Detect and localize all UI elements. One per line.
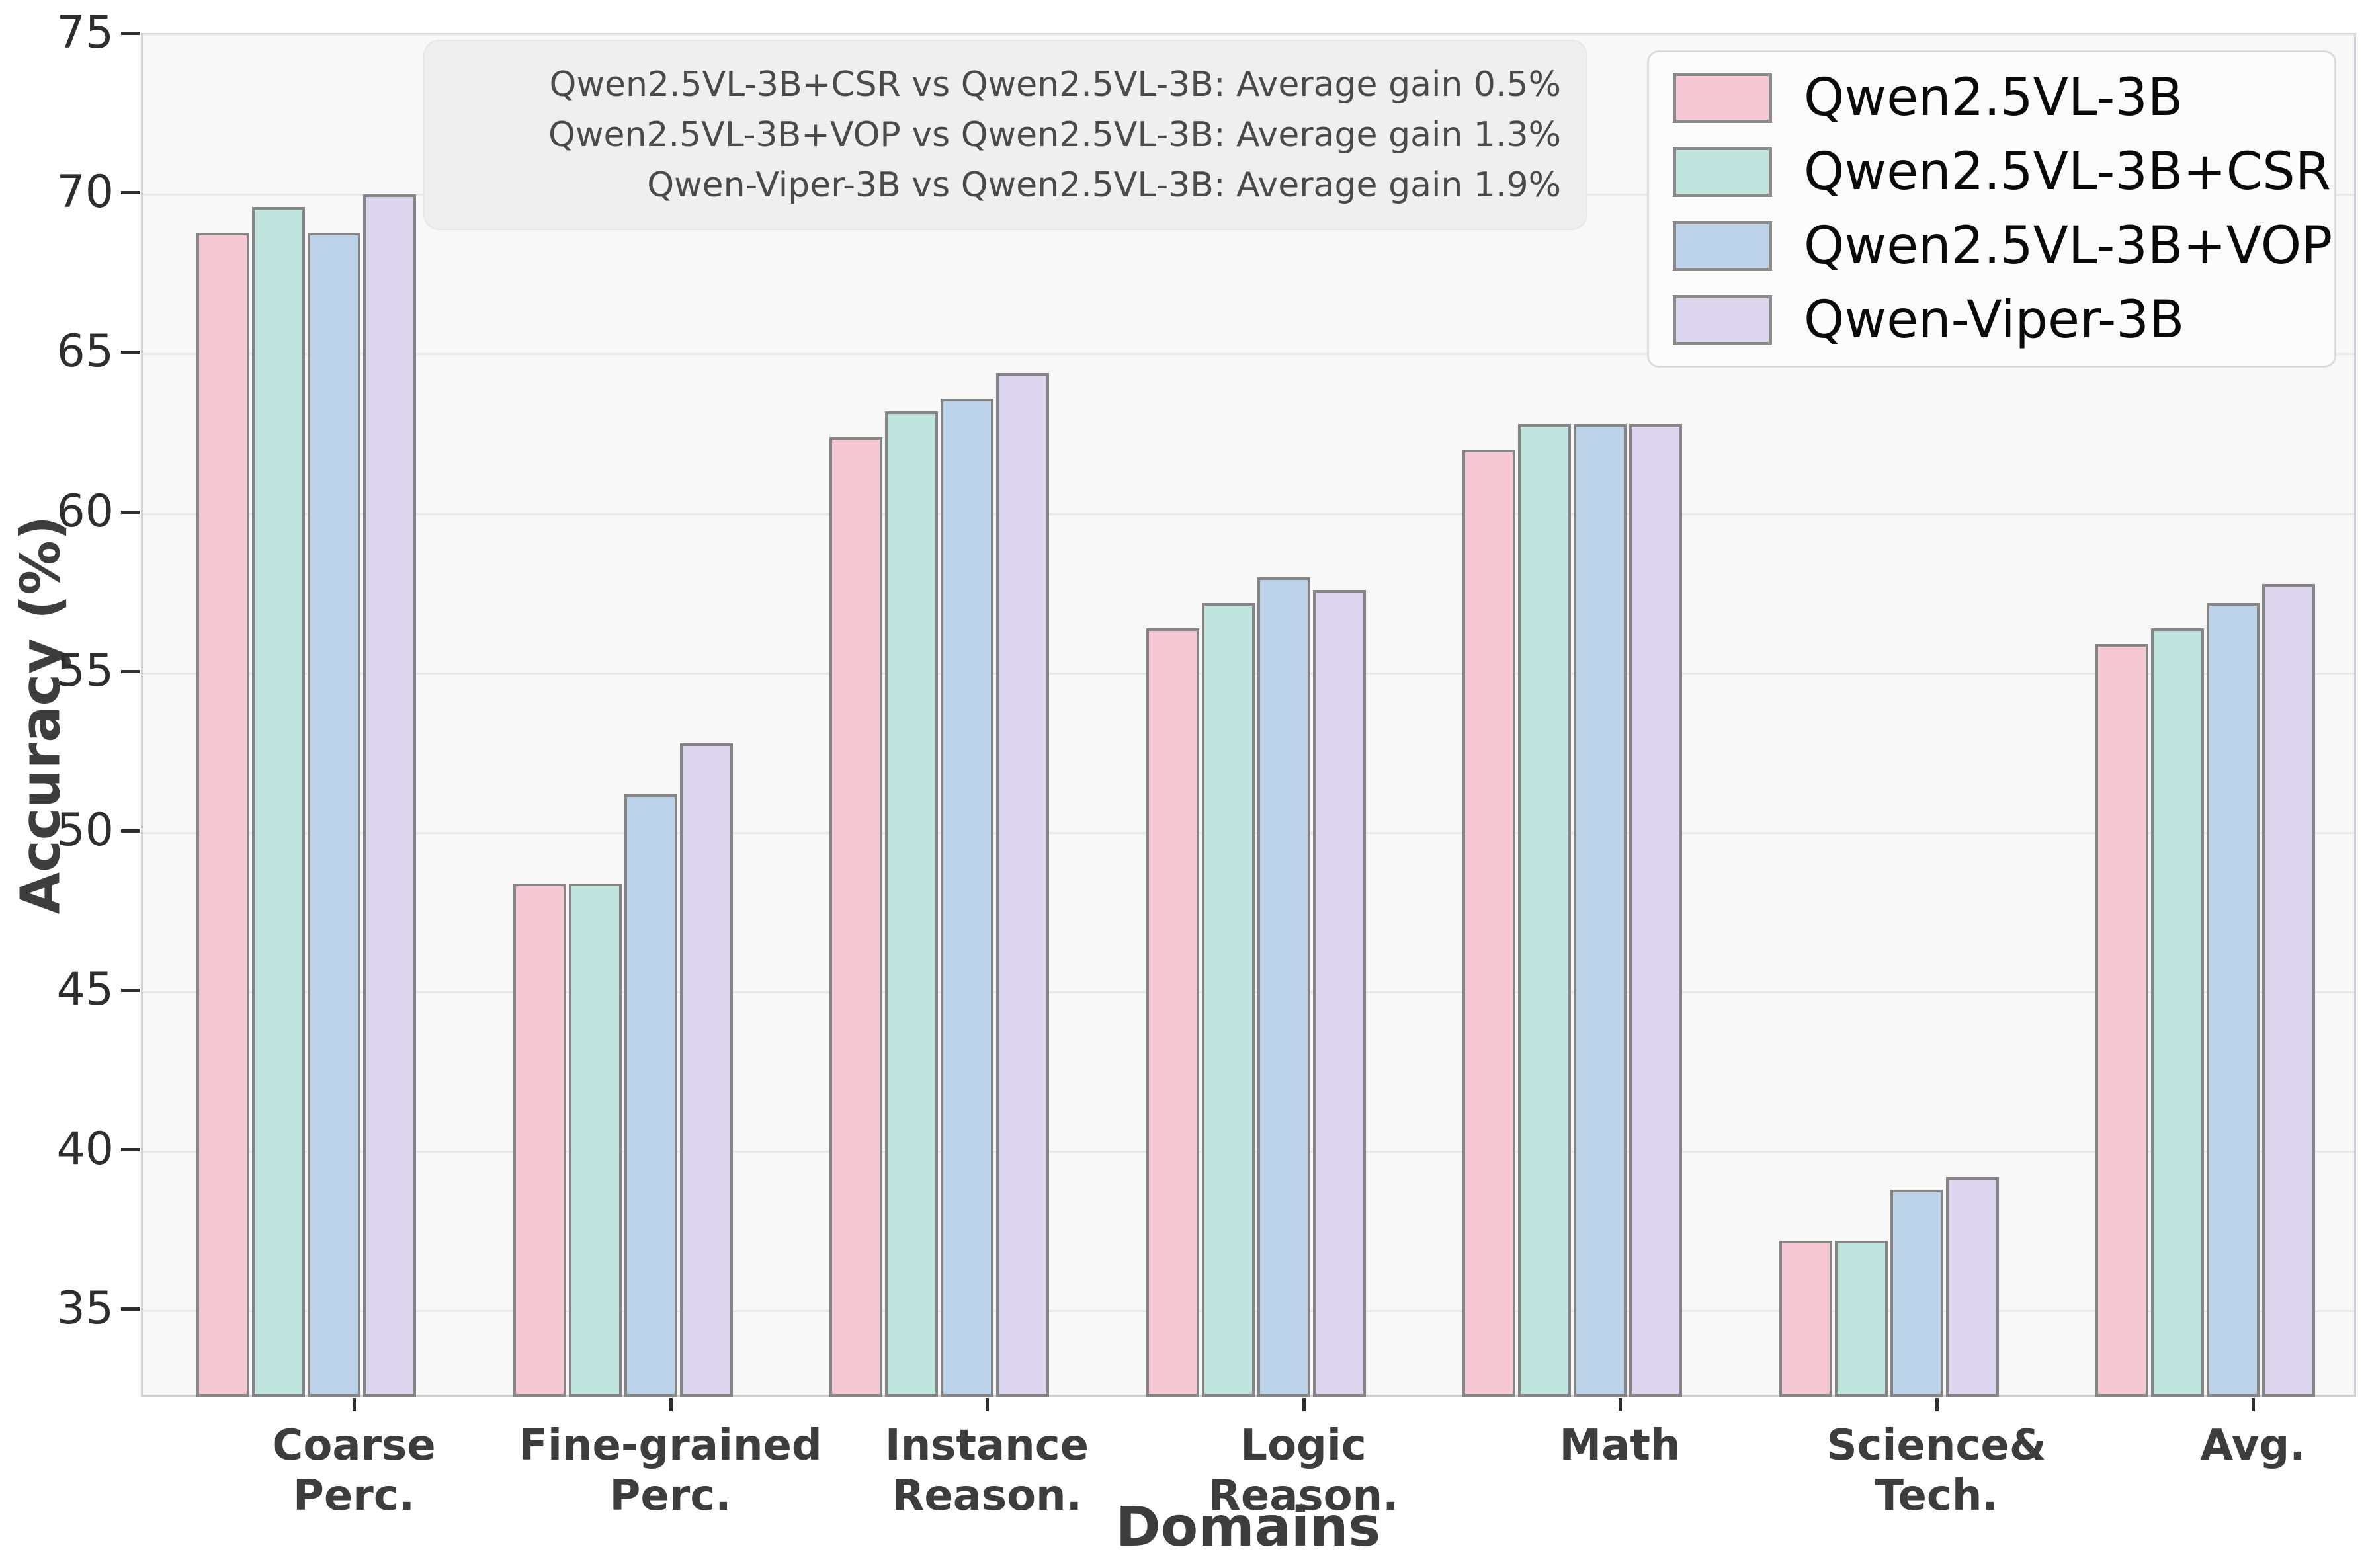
- legend-label: Qwen2.5VL-3B: [1804, 68, 2183, 128]
- bar-qwen2-5vl-3b-vop-coarse-perc-: [308, 233, 360, 1397]
- bar-qwen-viper-3b-math: [1629, 424, 1682, 1397]
- bar-qwen2-5vl-3b-csr-fine-grained-perc-: [568, 884, 622, 1397]
- x-tick-label-fine-grained-perc-: Fine-grained Perc.: [519, 1421, 822, 1520]
- bar-qwen2-5vl-3b-csr-math: [1518, 424, 1571, 1397]
- x-tick-label-math: Math: [1559, 1421, 1681, 1470]
- x-axis-label: Domains: [1115, 1496, 1381, 1559]
- x-tick-label-instance-reason-: Instance Reason.: [884, 1421, 1089, 1520]
- bar-qwen2-5vl-3b-csr-science-tech-: [1834, 1241, 1888, 1397]
- y-tick-mark-55: [121, 669, 140, 673]
- bar-qwen2-5vl-3b-coarse-perc-: [196, 233, 249, 1397]
- y-tick-label-55: 55: [56, 644, 114, 697]
- legend-item: Qwen-Viper-3B: [1673, 292, 2310, 349]
- legend-label: Qwen-Viper-3B: [1804, 290, 2185, 350]
- bar-qwen2-5vl-3b-vop-math: [1574, 424, 1627, 1397]
- y-tick-label-60: 60: [56, 485, 114, 538]
- y-tick-mark-75: [121, 32, 140, 35]
- gridline-y-75: [143, 34, 2354, 36]
- bar-qwen2-5vl-3b-csr-logic-reason-: [1201, 602, 1255, 1397]
- x-tick-label-logic-reason-: Logic Reason.: [1208, 1421, 1399, 1520]
- y-tick-mark-35: [121, 1307, 140, 1311]
- bar-qwen2-5vl-3b-csr-coarse-perc-: [252, 207, 305, 1397]
- y-tick-mark-40: [121, 1148, 140, 1152]
- bar-qwen2-5vl-3b-vop-science-tech-: [1890, 1190, 1943, 1397]
- legend-item: Qwen2.5VL-3B+CSR: [1673, 144, 2331, 200]
- bar-qwen2-5vl-3b-vop-avg-: [2207, 602, 2260, 1397]
- y-tick-label-65: 65: [56, 325, 114, 378]
- legend-swatch-qwen25vl-3b-vop: [1673, 221, 1772, 271]
- legend-item: Qwen2.5VL-3B: [1673, 69, 2310, 126]
- bar-qwen2-5vl-3b-logic-reason-: [1146, 628, 1199, 1397]
- legend-swatch-qwen25vl-3b-csr: [1673, 147, 1772, 197]
- legend-swatch-qwen25vl-3b: [1673, 73, 1772, 123]
- x-tick-mark-6: [2252, 1398, 2255, 1411]
- bar-qwen2-5vl-3b-csr-instance-reason-: [885, 411, 938, 1397]
- gridline-y-60: [143, 513, 2354, 515]
- annotation-line-csr: Qwen2.5VL-3B+CSR vs Qwen2.5VL-3B: Averag…: [549, 65, 1561, 104]
- x-tick-mark-3: [1302, 1398, 1306, 1411]
- bar-qwen-viper-3b-science-tech-: [1945, 1176, 1999, 1397]
- y-tick-mark-65: [121, 351, 140, 354]
- legend-swatch-qwen-viper-3b: [1673, 295, 1772, 345]
- annotation-line-vop: Qwen2.5VL-3B+VOP vs Qwen2.5VL-3B: Averag…: [548, 115, 1561, 155]
- bar-qwen-viper-3b-avg-: [2262, 583, 2315, 1397]
- y-tick-label-50: 50: [56, 804, 114, 856]
- bar-qwen2-5vl-3b-fine-grained-perc-: [513, 884, 566, 1397]
- y-tick-label-75: 75: [56, 7, 114, 59]
- bar-qwen2-5vl-3b-math: [1462, 450, 1515, 1397]
- y-tick-mark-70: [121, 191, 140, 195]
- y-tick-mark-45: [121, 989, 140, 993]
- x-tick-label-coarse-perc-: Coarse Perc.: [272, 1421, 436, 1520]
- x-tick-mark-2: [986, 1398, 989, 1411]
- x-tick-label-avg-: Avg.: [2200, 1421, 2306, 1470]
- y-tick-mark-60: [121, 510, 140, 514]
- y-tick-label-45: 45: [56, 964, 114, 1016]
- legend: Qwen2.5VL-3B Qwen2.5VL-3B+CSR Qwen2.5VL-…: [1647, 50, 2336, 368]
- legend-item: Qwen2.5VL-3B+VOP: [1673, 218, 2332, 274]
- bar-qwen-viper-3b-coarse-perc-: [363, 194, 416, 1397]
- bar-qwen2-5vl-3b-instance-reason-: [829, 436, 882, 1397]
- annotation-box: Qwen2.5VL-3B+CSR vs Qwen2.5VL-3B: Averag…: [423, 40, 1587, 230]
- bar-qwen2-5vl-3b-science-tech-: [1779, 1241, 1832, 1397]
- x-tick-mark-4: [1619, 1398, 1622, 1411]
- legend-label: Qwen2.5VL-3B+VOP: [1804, 216, 2333, 276]
- y-tick-mark-50: [121, 829, 140, 833]
- y-tick-label-70: 70: [56, 166, 114, 219]
- bar-qwen2-5vl-3b-csr-avg-: [2151, 628, 2204, 1397]
- gridline-y-65: [143, 353, 2354, 356]
- y-tick-label-40: 40: [56, 1123, 114, 1176]
- annotation-line-viper: Qwen-Viper-3B vs Qwen2.5VL-3B: Average g…: [647, 165, 1561, 205]
- bar-qwen-viper-3b-fine-grained-perc-: [679, 743, 733, 1397]
- x-tick-label-science-tech-: Science& Tech.: [1826, 1421, 2047, 1520]
- x-tick-mark-1: [669, 1398, 673, 1411]
- bar-qwen2-5vl-3b-vop-logic-reason-: [1257, 577, 1310, 1397]
- y-tick-label-35: 35: [56, 1282, 114, 1335]
- x-tick-mark-0: [353, 1398, 356, 1411]
- bar-qwen2-5vl-3b-vop-instance-reason-: [941, 398, 993, 1397]
- bar-qwen-viper-3b-logic-reason-: [1312, 590, 1366, 1397]
- legend-label: Qwen2.5VL-3B+CSR: [1804, 142, 2331, 202]
- bar-qwen2-5vl-3b-vop-fine-grained-perc-: [624, 794, 677, 1397]
- bar-qwen2-5vl-3b-avg-: [2095, 644, 2148, 1397]
- x-tick-mark-5: [1935, 1398, 1939, 1411]
- bar-qwen-viper-3b-instance-reason-: [996, 373, 1049, 1397]
